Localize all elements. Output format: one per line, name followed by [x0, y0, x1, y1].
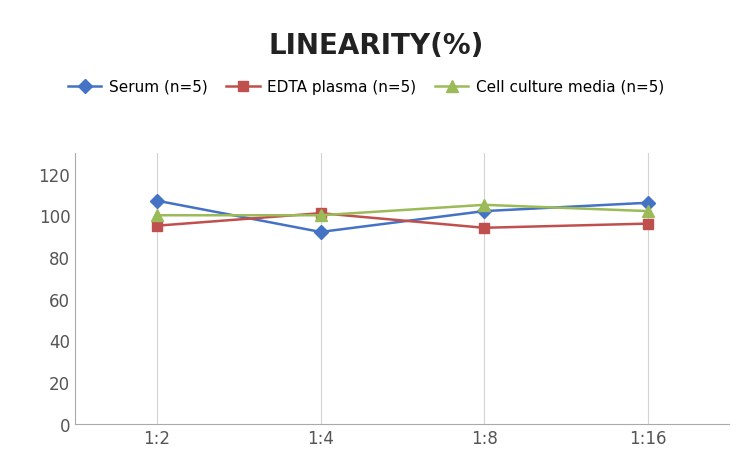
Cell culture media (n=5) — [153, 213, 162, 218]
Serum (n=5) — [153, 198, 162, 204]
EDTA plasma (n=5) — [153, 224, 162, 229]
Serum (n=5) — [480, 209, 489, 214]
Cell culture media (n=5) — [316, 213, 325, 218]
Line: Cell culture media (n=5): Cell culture media (n=5) — [151, 200, 653, 221]
EDTA plasma (n=5) — [643, 221, 652, 227]
EDTA plasma (n=5) — [480, 226, 489, 231]
Text: LINEARITY(%): LINEARITY(%) — [268, 32, 484, 60]
EDTA plasma (n=5) — [316, 211, 325, 216]
Legend: Serum (n=5), EDTA plasma (n=5), Cell culture media (n=5): Serum (n=5), EDTA plasma (n=5), Cell cul… — [68, 80, 664, 95]
Serum (n=5) — [316, 230, 325, 235]
Cell culture media (n=5) — [643, 209, 652, 214]
Serum (n=5) — [643, 201, 652, 206]
Line: Serum (n=5): Serum (n=5) — [152, 196, 653, 237]
Cell culture media (n=5) — [480, 202, 489, 208]
Line: EDTA plasma (n=5): EDTA plasma (n=5) — [152, 209, 653, 233]
